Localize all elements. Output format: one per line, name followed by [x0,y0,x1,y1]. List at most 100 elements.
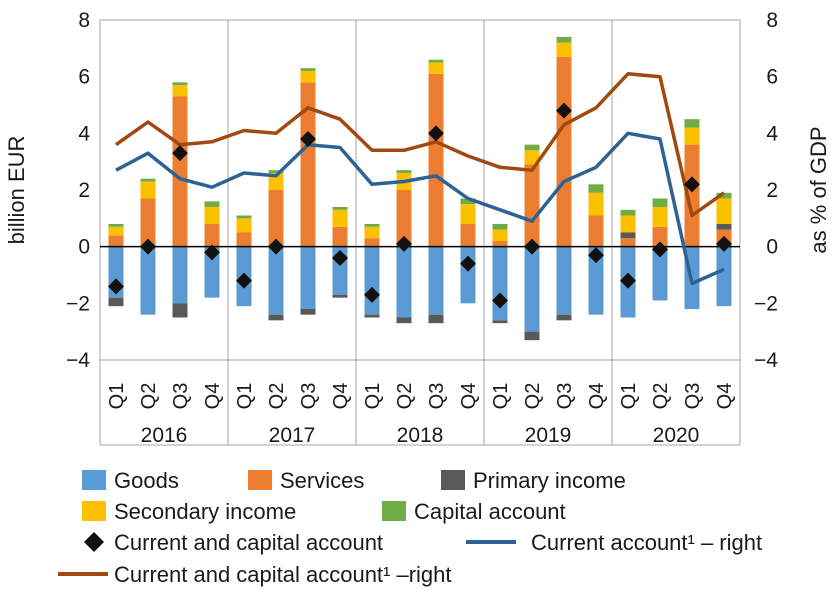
bar-services [556,56,572,247]
bar-layer [108,37,732,341]
marker-current-and-capital-account [620,272,636,289]
legend-label-capital-account: Capital account [414,499,566,524]
bar-goods [364,246,380,315]
bar-primary [172,303,188,318]
bar-services [236,232,252,247]
bar-services [396,190,412,247]
bar-goods [300,246,316,309]
marker-current-and-capital-account [492,292,508,309]
x-tick-label: Q2 [522,383,544,410]
bar-capital [428,59,444,63]
bar-capital [556,37,572,43]
tick-label-layer: −4 −4 −2 −2 0 0 2 2 4 4 6 6 8 8 [66,9,778,372]
x-tick-label: Q1 [234,383,256,410]
y-tick-right: −4 [754,349,778,372]
bar-goods [428,246,444,315]
x-tick-label: Q2 [650,383,672,410]
bar-secondary [364,226,380,239]
bar-primary [364,314,380,318]
bar-goods [716,246,732,307]
bar-secondary [460,204,476,224]
bar-services [428,73,444,247]
y-tick-right: 6 [766,66,778,89]
legend-swatch-capital-account [382,501,406,521]
x-tick-label: Q4 [714,383,736,410]
bar-capital [716,192,732,199]
bar-secondary [524,150,540,165]
bar-services [588,215,604,247]
y-tick-left: −2 [66,292,90,315]
bar-primary [396,317,412,324]
bar-services [268,190,284,247]
bar-services [300,82,316,247]
bar-services [492,241,508,247]
marker-current-and-capital-account [652,241,668,258]
y-tick-right: 0 [766,236,778,259]
bar-secondary [716,198,732,224]
marker-current-and-capital-account [396,235,412,252]
legend-swatch-goods [82,470,106,490]
x-tick-label: Q2 [266,383,288,410]
bar-goods [652,246,668,301]
bar-services [524,164,540,247]
bar-services [140,198,156,247]
bar-capital [204,201,220,207]
x-tick-label: Q1 [106,383,128,410]
year-label: 2016 [141,424,188,447]
y-tick-left: 8 [78,9,90,32]
legend-label-current-and-capital-account-right: Current and capital account¹ –right [114,562,452,587]
x-tick-label: Q2 [138,383,160,410]
y-tick-left: 4 [78,122,90,145]
legend-label-goods: Goods [114,468,179,493]
bar-secondary [556,42,572,57]
marker-current-and-capital-account [556,102,572,119]
y-axis-right-label: as % of GDP [806,126,831,253]
bar-goods [492,246,508,321]
legend-label-secondary-income: Secondary income [114,499,296,524]
bar-capital [492,224,508,230]
bar-goods [556,246,572,315]
marker-current-and-capital-account [684,176,700,193]
marker-current-and-capital-account [332,250,348,266]
bar-primary [716,224,732,230]
line-layer [114,72,726,286]
legend-label-current-and-capital-account: Current and capital account [114,530,383,555]
bar-capital [588,184,604,193]
bar-services [204,224,220,247]
bar-secondary [332,209,348,227]
bar-services [460,224,476,247]
bar-primary [620,232,636,239]
y-axis-left-label: billion EUR [4,136,29,245]
bar-primary [268,314,284,321]
bar-services [620,238,636,247]
bar-services [684,144,700,247]
bar-capital [140,178,156,182]
marker-current-and-capital-account [172,145,188,162]
bar-capital [300,68,316,71]
plot-frame [99,19,741,361]
y-tick-right: −2 [754,292,778,315]
bar-primary [332,294,348,298]
y-tick-left: 2 [78,179,90,202]
year-label: 2018 [397,424,444,447]
bar-goods [204,246,220,298]
x-tick-label: Q1 [362,383,384,410]
bar-primary [556,314,572,321]
bar-secondary [236,218,252,233]
x-tick-label: Q3 [298,383,320,410]
bar-capital [396,170,412,173]
bar-primary [108,297,124,307]
marker-layer [108,102,732,309]
x-tick-label: Q1 [618,383,640,410]
bar-capital [620,209,636,216]
bar-capital [364,224,380,227]
bar-secondary [652,207,668,227]
marker-current-and-capital-account [716,235,732,252]
marker-current-and-capital-account [204,244,220,261]
x-tick-label: Q4 [586,383,608,410]
marker-current-and-capital-account [364,286,380,303]
year-label: 2020 [653,424,700,447]
bar-capital [108,224,124,227]
